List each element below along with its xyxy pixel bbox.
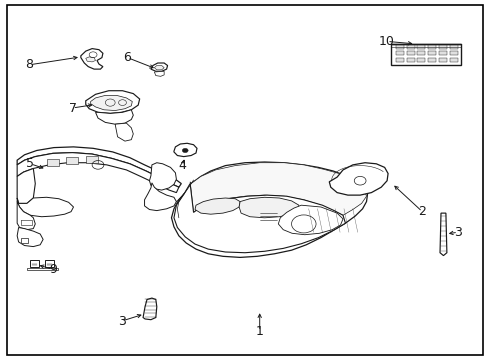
Polygon shape: [17, 197, 74, 217]
Polygon shape: [407, 45, 415, 49]
Polygon shape: [329, 163, 388, 195]
Polygon shape: [86, 156, 98, 163]
Polygon shape: [407, 51, 415, 55]
Polygon shape: [151, 63, 168, 71]
Polygon shape: [17, 202, 35, 230]
Circle shape: [182, 148, 188, 153]
Polygon shape: [190, 163, 367, 215]
Polygon shape: [174, 143, 197, 157]
Polygon shape: [143, 298, 157, 320]
Polygon shape: [439, 58, 447, 62]
Polygon shape: [396, 51, 404, 55]
Polygon shape: [86, 91, 140, 113]
Polygon shape: [149, 163, 176, 190]
Polygon shape: [66, 157, 78, 164]
Polygon shape: [440, 213, 447, 256]
Polygon shape: [450, 51, 458, 55]
Text: 8: 8: [25, 58, 33, 71]
Text: 6: 6: [123, 51, 131, 64]
Polygon shape: [154, 66, 164, 70]
Polygon shape: [172, 162, 368, 257]
Text: 4: 4: [178, 159, 186, 172]
Polygon shape: [115, 123, 133, 141]
Text: 3: 3: [454, 226, 462, 239]
Polygon shape: [428, 45, 436, 49]
Text: 10: 10: [379, 35, 395, 48]
Polygon shape: [91, 95, 132, 111]
Polygon shape: [417, 58, 425, 62]
Polygon shape: [17, 228, 43, 247]
Polygon shape: [417, 51, 425, 55]
Polygon shape: [47, 159, 59, 166]
Polygon shape: [439, 51, 447, 55]
Polygon shape: [27, 268, 58, 270]
Polygon shape: [154, 71, 164, 76]
Polygon shape: [21, 238, 28, 243]
Polygon shape: [86, 57, 96, 62]
Polygon shape: [439, 45, 447, 49]
Text: 9: 9: [49, 263, 57, 276]
Polygon shape: [450, 45, 458, 49]
Polygon shape: [81, 49, 103, 69]
Polygon shape: [17, 168, 35, 203]
Polygon shape: [30, 260, 39, 267]
Polygon shape: [278, 205, 343, 235]
Polygon shape: [195, 198, 240, 214]
Polygon shape: [45, 260, 54, 267]
Polygon shape: [239, 197, 299, 218]
Polygon shape: [17, 153, 179, 193]
Text: 1: 1: [256, 325, 264, 338]
Polygon shape: [145, 183, 176, 211]
Polygon shape: [428, 51, 436, 55]
Text: 5: 5: [26, 157, 34, 170]
Text: 3: 3: [118, 315, 125, 328]
Text: 2: 2: [418, 205, 426, 218]
Polygon shape: [396, 58, 404, 62]
Polygon shape: [96, 110, 133, 124]
Polygon shape: [407, 58, 415, 62]
Polygon shape: [428, 58, 436, 62]
Polygon shape: [396, 45, 404, 49]
Polygon shape: [174, 184, 345, 253]
Polygon shape: [17, 147, 181, 187]
Polygon shape: [417, 45, 425, 49]
Polygon shape: [391, 44, 461, 65]
Text: 7: 7: [69, 102, 76, 114]
Polygon shape: [450, 58, 458, 62]
